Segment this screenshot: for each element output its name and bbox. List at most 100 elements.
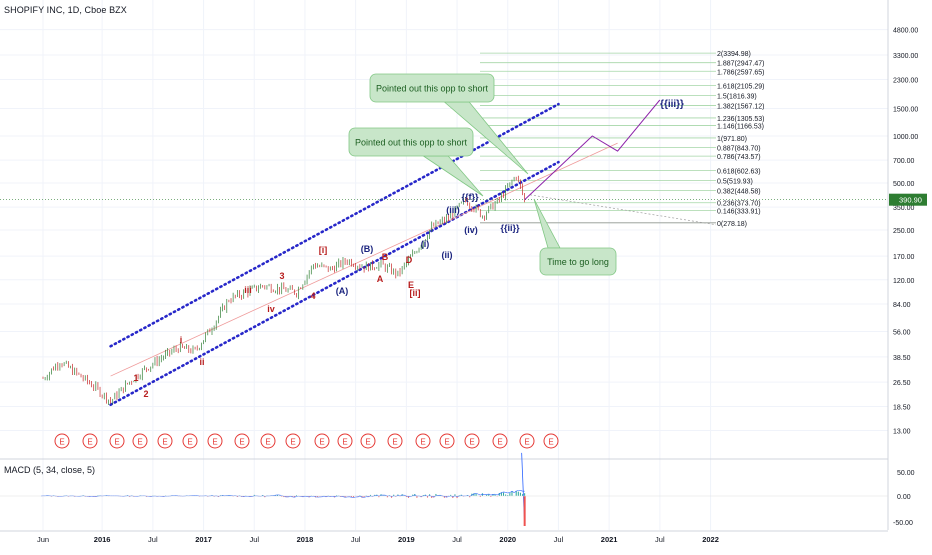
earnings-label: E (319, 438, 324, 447)
earnings-label: E (420, 438, 425, 447)
time-tick-label: Jul (655, 535, 665, 544)
wave-label: i (180, 335, 183, 345)
fib-label: 1.5(1816.39) (717, 94, 757, 101)
price-tick-label: 350.00 (893, 205, 915, 212)
wave-label: {{f}} (461, 192, 479, 202)
earnings-label: E (162, 438, 167, 447)
earnings-label: E (497, 438, 502, 447)
fib-label: 0.618(602.63) (717, 168, 761, 175)
earnings-label: E (524, 438, 529, 447)
earnings-label: E (59, 438, 64, 447)
fib-label: 0.887(843.70) (717, 146, 761, 153)
price-tick-label: 38.50 (893, 355, 911, 362)
fib-label: 1.786(2597.65) (717, 69, 764, 76)
fib-label: 1.236(1305.53) (717, 116, 764, 123)
price-tick-label: 13.00 (893, 428, 911, 435)
time-tick-label: 2022 (702, 535, 719, 544)
fib-label: 0.382(448.58) (717, 188, 761, 195)
price-tick-label: 84.00 (893, 302, 911, 309)
price-tick-label: 4800.00 (893, 28, 918, 35)
price-tick-label: 170.00 (893, 254, 915, 261)
fib-label: 1.146(1166.53) (717, 124, 764, 131)
wave-label: iii (244, 285, 252, 295)
earnings-label: E (392, 438, 397, 447)
wave-label: (iv) (464, 225, 478, 235)
wave-label: 2 (143, 389, 148, 399)
earnings-label: E (87, 438, 92, 447)
price-tick-label: 1500.00 (893, 107, 918, 114)
macd-tick-label: 50.00 (897, 470, 915, 477)
price-tick-label: 120.00 (893, 278, 915, 285)
time-tick-label: 2020 (499, 535, 516, 544)
macd-tick-label: -50.00 (893, 520, 913, 527)
time-tick-label: Jul (351, 535, 361, 544)
macd-tick-label: 0.00 (897, 494, 911, 501)
fib-label: 2(3394.98) (717, 51, 751, 58)
wave-label: (iii) (446, 205, 460, 215)
time-tick-label: Jul (249, 535, 259, 544)
price-tick-label: 1000.00 (893, 134, 918, 141)
wave-label: [i] (319, 245, 328, 255)
price-tick-label: 18.50 (893, 405, 911, 412)
wave-label: 1 (133, 373, 138, 383)
earnings-label: E (114, 438, 119, 447)
fib-label: 0(278.18) (717, 221, 747, 228)
price-tick-label: 700.00 (893, 158, 915, 165)
time-tick-label: 2021 (601, 535, 618, 544)
earnings-label: E (265, 438, 270, 447)
time-tick-label: 2016 (94, 535, 111, 544)
earnings-label: E (137, 438, 142, 447)
wave-label: A (377, 274, 384, 284)
callout-short-2-text: Pointed out this opp to short (355, 138, 468, 148)
price-tick-label: 250.00 (893, 228, 915, 235)
wave-label: iv (267, 304, 275, 314)
earnings-label: E (342, 438, 347, 447)
wave-label: B (382, 252, 389, 262)
callout-short-1-text: Pointed out this opp to short (376, 84, 489, 94)
time-tick-label: 2019 (398, 535, 415, 544)
fib-label: 0.146(333.91) (717, 208, 761, 215)
wave-label: 4 (310, 291, 315, 301)
chart-title: SHOPIFY INC, 1D, Cboe BZX (4, 5, 127, 15)
price-tick-label: 500.00 (893, 181, 915, 188)
wave-label: 3 (279, 271, 284, 281)
price-tick-label: 26.50 (893, 380, 911, 387)
wave-label: [ii] (410, 288, 421, 298)
wave-label: ii (199, 357, 204, 367)
time-tick-label: Jul (554, 535, 564, 544)
wave-label: (A) (336, 286, 349, 296)
macd-title: MACD (5, 34, close, 5) (4, 465, 95, 475)
wave-label: (B) (361, 244, 374, 254)
wave-label: (ii) (442, 250, 453, 260)
fib-label: 0.236(373.70) (717, 201, 761, 208)
wave-label: D (406, 255, 413, 265)
earnings-label: E (444, 438, 449, 447)
time-tick-label: 2017 (195, 535, 212, 544)
earnings-label: E (212, 438, 217, 447)
wave-label: (i) (421, 239, 430, 249)
earnings-label: E (469, 438, 474, 447)
wave-label: {{iii}} (660, 99, 684, 110)
price-tick-label: 2300.00 (893, 78, 918, 85)
earnings-label: E (239, 438, 244, 447)
fib-label: 0.5(519.93) (717, 178, 753, 185)
earnings-label: E (290, 438, 295, 447)
fib-label: 1.618(2105.29) (717, 84, 764, 91)
time-tick-label: Jun (37, 535, 49, 544)
price-tick-label: 3300.00 (893, 53, 918, 60)
price-tick-label: 56.00 (893, 329, 911, 336)
fib-label: 1(971.80) (717, 136, 747, 143)
earnings-label: E (548, 438, 553, 447)
callout-long-text: Time to go long (547, 257, 609, 267)
time-tick-label: Jul (148, 535, 158, 544)
time-tick-label: Jul (452, 535, 462, 544)
last-price-label: 390.90 (899, 196, 922, 205)
earnings-label: E (365, 438, 370, 447)
fib-label: 1.887(2947.47) (717, 61, 764, 68)
earnings-label: E (187, 438, 192, 447)
wave-label: {{ii}} (500, 223, 520, 233)
fib-label: 1.382(1567.12) (717, 104, 764, 111)
fib-label: 0.786(743.57) (717, 154, 761, 161)
